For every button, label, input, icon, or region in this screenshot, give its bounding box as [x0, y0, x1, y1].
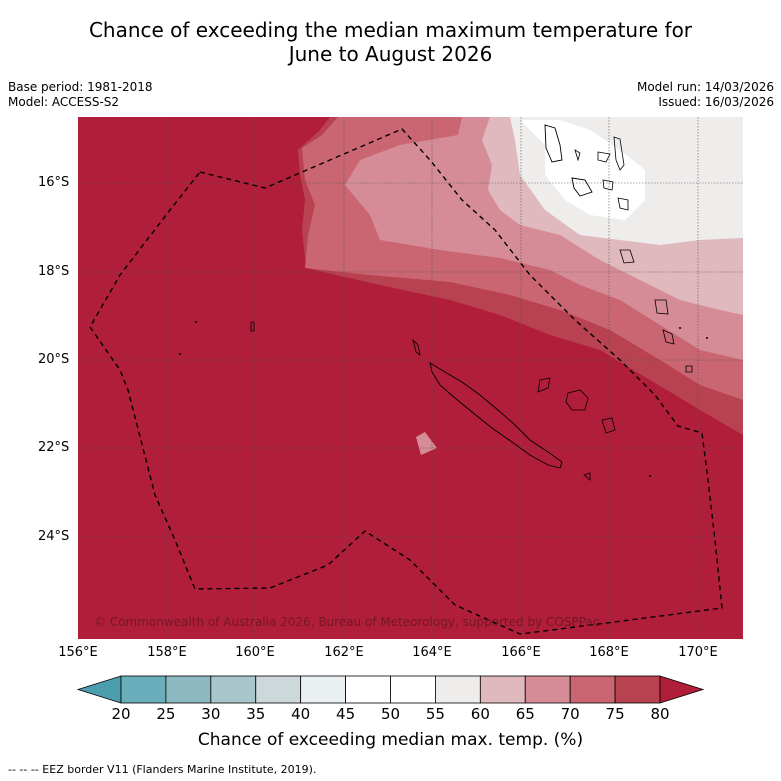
map-title: Chance of exceeding the median maximum t…: [0, 18, 781, 66]
colorbar-tick-label: 40: [291, 705, 311, 723]
colorbar-tick-label: 55: [425, 705, 445, 723]
island-belep: [412, 338, 421, 356]
lat-label-18s: 18°S: [38, 264, 70, 279]
colorbar: [76, 675, 705, 704]
island-epi: [617, 197, 629, 211]
lon-label-168e: 168°E: [589, 645, 629, 660]
island-malakula: [571, 177, 593, 197]
colorbar-tick-label: 80: [650, 705, 670, 723]
lon-label-158e: 158°E: [147, 645, 187, 660]
island-erromango: [654, 299, 669, 315]
base-period: Base period: 1981-2018: [8, 80, 153, 94]
colorbar-segment: [165, 675, 212, 704]
colorbar-segment: [345, 675, 391, 704]
lon-label-164e: 164°E: [412, 645, 452, 660]
colorbar-segment: [435, 675, 481, 704]
colorbar-extend-low: [76, 675, 122, 704]
colorbar-tick-label: 70: [560, 705, 580, 723]
lon-label-156e: 156°E: [58, 645, 98, 660]
island-mare: [601, 417, 616, 434]
colorbar-tick-label: 30: [201, 705, 221, 723]
title-line-2: June to August 2026: [288, 42, 493, 66]
island-lifou: [565, 389, 589, 411]
colorbar-tick-label: 50: [380, 705, 401, 723]
island-tanna: [662, 329, 675, 345]
island-espiritu-santo: [544, 124, 563, 163]
island-ambrym: [602, 179, 614, 191]
colorbar-extend-high: [659, 675, 705, 704]
colorbar-segment: [300, 675, 346, 704]
island-isle-of-pines: [583, 472, 591, 481]
island-ouvea: [537, 377, 551, 393]
island-small: [574, 149, 581, 162]
colorbar-segment: [390, 675, 436, 704]
colorbar-tick-label: 75: [605, 705, 625, 723]
issued-date: Issued: 16/03/2026: [658, 95, 774, 109]
colorbar-segment: [569, 675, 616, 704]
lon-label-162e: 162°E: [324, 645, 364, 660]
lon-label-160e: 160°E: [235, 645, 275, 660]
island-ambae: [597, 151, 611, 163]
island-efate: [619, 249, 635, 264]
islet-marker: [649, 475, 651, 477]
eez-border: [89, 128, 723, 635]
meta-right: Model run: 14/03/2026 Issued: 16/03/2026: [637, 80, 774, 110]
copyright-watermark: © Commonwealth of Australia 2026, Bureau…: [94, 615, 599, 629]
colorbar-segment: [120, 675, 167, 704]
colorbar-tick-label: 25: [156, 705, 176, 723]
colorbar-segment: [524, 675, 571, 704]
meta-left: Base period: 1981-2018 Model: ACCESS-S2: [8, 80, 153, 110]
lat-label-24s: 24°S: [38, 529, 70, 544]
islet-marker: [179, 353, 181, 355]
title-line-1: Chance of exceeding the median maximum t…: [88, 18, 693, 42]
probability-patch: [416, 432, 437, 455]
lon-label-170e: 170°E: [678, 645, 718, 660]
island-aneityum: [685, 365, 693, 373]
colorbar-tick-label: 20: [111, 705, 131, 723]
colorbar-title: Chance of exceeding median max. temp. (%…: [197, 730, 584, 750]
lat-label-20s: 20°S: [38, 352, 70, 367]
model-name: Model: ACCESS-S2: [8, 95, 120, 109]
islet-marker: [706, 337, 708, 339]
lon-label-166e: 166°E: [501, 645, 541, 660]
lat-label-22s: 22°S: [38, 440, 70, 455]
map-area: © Commonwealth of Australia 2026, Bureau…: [78, 117, 743, 639]
lat-label-16s: 16°S: [38, 175, 70, 190]
island-pentecost: [613, 136, 625, 171]
colorbar-segment: [614, 675, 661, 704]
colorbar-segment: [479, 675, 526, 704]
colorbar-segment: [210, 675, 257, 704]
probability-band-50: [520, 120, 645, 220]
islet-marker: [195, 321, 197, 323]
eez-legend-note: -- -- -- EEZ border V11 (Flanders Marine…: [8, 763, 317, 776]
islet-marker: [679, 327, 681, 329]
colorbar-tick-label: 35: [246, 705, 266, 723]
colorbar-segment: [255, 675, 302, 704]
colorbar-tick-label: 65: [515, 705, 535, 723]
colorbar-tick-label: 60: [470, 705, 490, 723]
model-run: Model run: 14/03/2026: [636, 80, 774, 94]
colorbar-tick-label: 45: [336, 705, 356, 723]
islet-chesterfield: [250, 321, 255, 332]
graticule: [78, 117, 743, 639]
island-grande-terre: [429, 362, 563, 469]
